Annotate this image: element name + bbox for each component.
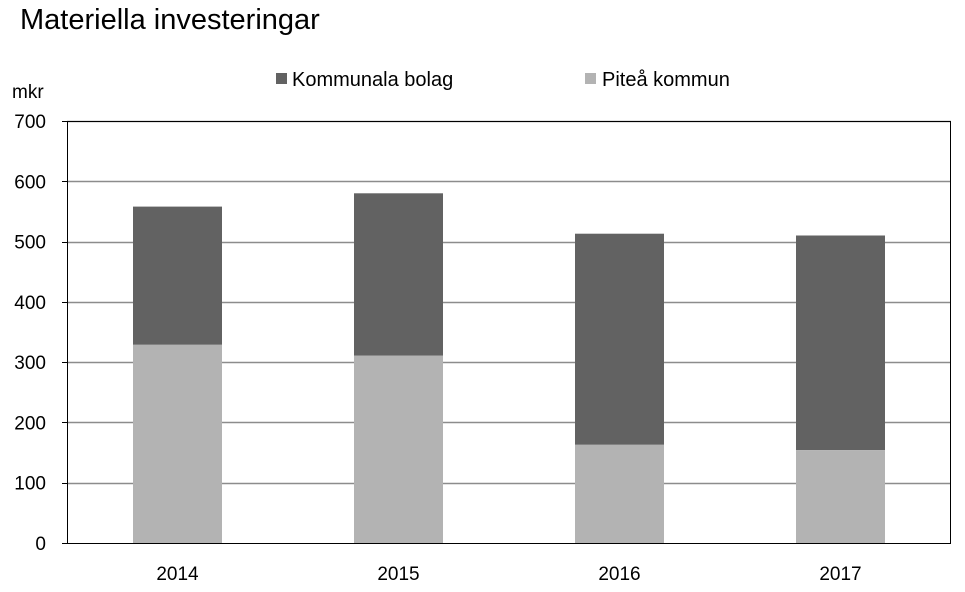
bar-pitea-kommun-2015 <box>354 355 443 543</box>
y-tick-label: 200 <box>14 413 46 434</box>
plot-border <box>67 121 951 544</box>
x-axis-ticks: 2014 2015 2016 2017 <box>156 564 861 585</box>
bar-pitea-kommun-2016 <box>575 444 664 543</box>
y-axis-ticks: 0 100 200 300 400 500 600 700 <box>14 112 67 555</box>
y-tick-label: 100 <box>14 474 46 495</box>
y-axis-unit-label: mkr <box>12 82 44 103</box>
legend-label: Kommunala bolag <box>292 69 453 91</box>
x-tick-label: 2016 <box>598 564 640 585</box>
bar-kommunala-bolag-2015 <box>354 193 443 356</box>
bar-kommunala-bolag-2016 <box>575 233 664 445</box>
legend-swatch <box>585 73 596 84</box>
bar-pitea-kommun-2014 <box>133 344 222 543</box>
y-tick-label: 500 <box>14 233 46 254</box>
chart-title: Materiella investeringar <box>20 4 320 36</box>
legend-swatch <box>276 73 287 84</box>
bars <box>133 193 885 543</box>
x-tick-label: 2015 <box>377 564 419 585</box>
y-tick-label: 300 <box>14 353 46 374</box>
x-tick-label: 2017 <box>819 564 861 585</box>
y-tick-label: 400 <box>14 293 46 314</box>
x-tick-label: 2014 <box>156 564 199 585</box>
plot-frame <box>67 121 951 544</box>
legend: Kommunala bolag Piteå kommun <box>276 69 730 91</box>
bar-kommunala-bolag-2017 <box>796 235 885 451</box>
bar-kommunala-bolag-2014 <box>133 206 222 345</box>
y-tick-label: 700 <box>14 112 46 133</box>
bar-pitea-kommun-2017 <box>796 450 885 543</box>
legend-label: Piteå kommun <box>602 69 730 91</box>
y-tick-label: 0 <box>35 534 46 555</box>
y-tick-label: 600 <box>14 172 46 193</box>
